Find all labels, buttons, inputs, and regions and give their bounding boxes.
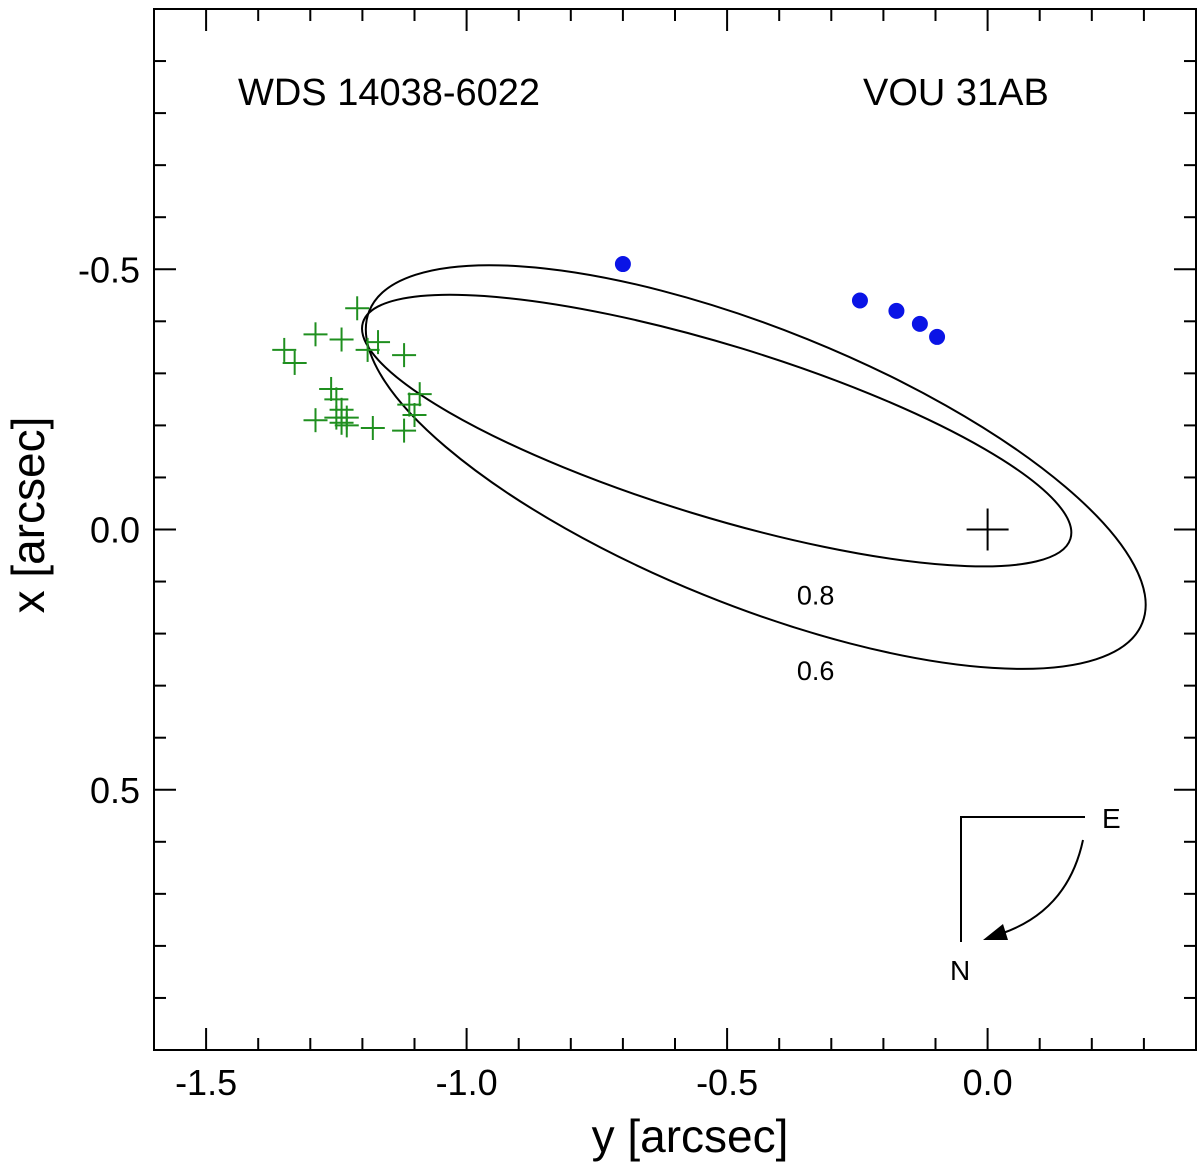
green-cross-marker [345, 296, 370, 321]
y-axis-label: x [arcsec] [2, 417, 54, 614]
compass-arrow-arc [1002, 839, 1084, 934]
x-tick-label: 0.0 [963, 1062, 1013, 1103]
green-cross-marker [272, 337, 297, 362]
blue-point-series [614, 256, 946, 345]
green-cross-marker [360, 416, 385, 441]
primary-star-marker [966, 508, 1009, 551]
axis-ticks [153, 8, 1197, 1051]
orbit-ellipse [364, 264, 1147, 670]
compass-east-label: E [1102, 803, 1121, 834]
orbit-label: 0.8 [797, 581, 835, 611]
x-tick-label: -0.5 [696, 1062, 758, 1103]
compass-arrowhead [983, 924, 1008, 940]
axis-tick-labels: -1.5 -1.0 -0.5 0.0 -0.5 0.0 0.5 [78, 249, 1013, 1103]
green-cross-marker [329, 327, 354, 352]
green-cross-marker [402, 402, 427, 427]
green-cross-marker [355, 337, 380, 362]
orbit-labels: 0.8 0.6 [797, 581, 835, 686]
y-tick-label: 0.0 [90, 510, 140, 551]
compass-axes [960, 816, 1085, 942]
green-cross-marker [319, 376, 344, 401]
blue-point [929, 328, 946, 345]
green-cross-marker [392, 343, 417, 368]
blue-point [614, 256, 631, 273]
blue-point [911, 315, 928, 332]
compass: E N [950, 803, 1121, 986]
green-cross-marker [397, 392, 422, 417]
green-cross-marker [407, 382, 432, 407]
green-cross-marker [334, 413, 359, 438]
green-cross-marker [329, 410, 354, 435]
title-right: VOU 31AB [863, 72, 1049, 114]
orbit-label: 0.6 [797, 656, 835, 686]
blue-point [888, 302, 905, 319]
orbit-ellipse [361, 293, 1073, 568]
green-cross-marker [303, 408, 328, 433]
compass-north-label: N [950, 955, 970, 986]
green-cross-marker [303, 322, 328, 347]
green-cross-marker [282, 350, 307, 375]
green-cross-marker [392, 418, 417, 443]
x-tick-label: -1.5 [175, 1062, 237, 1103]
x-axis-label: y [arcsec] [592, 1110, 789, 1162]
title-left: WDS 14038-6022 [238, 72, 540, 114]
orbit-ellipses [361, 264, 1147, 670]
plot-frame [153, 8, 1197, 1051]
blue-point [851, 292, 868, 309]
y-tick-label: 0.5 [90, 770, 140, 811]
y-tick-label: -0.5 [78, 249, 140, 290]
x-tick-label: -1.0 [436, 1062, 498, 1103]
green-cross-series [272, 296, 432, 443]
